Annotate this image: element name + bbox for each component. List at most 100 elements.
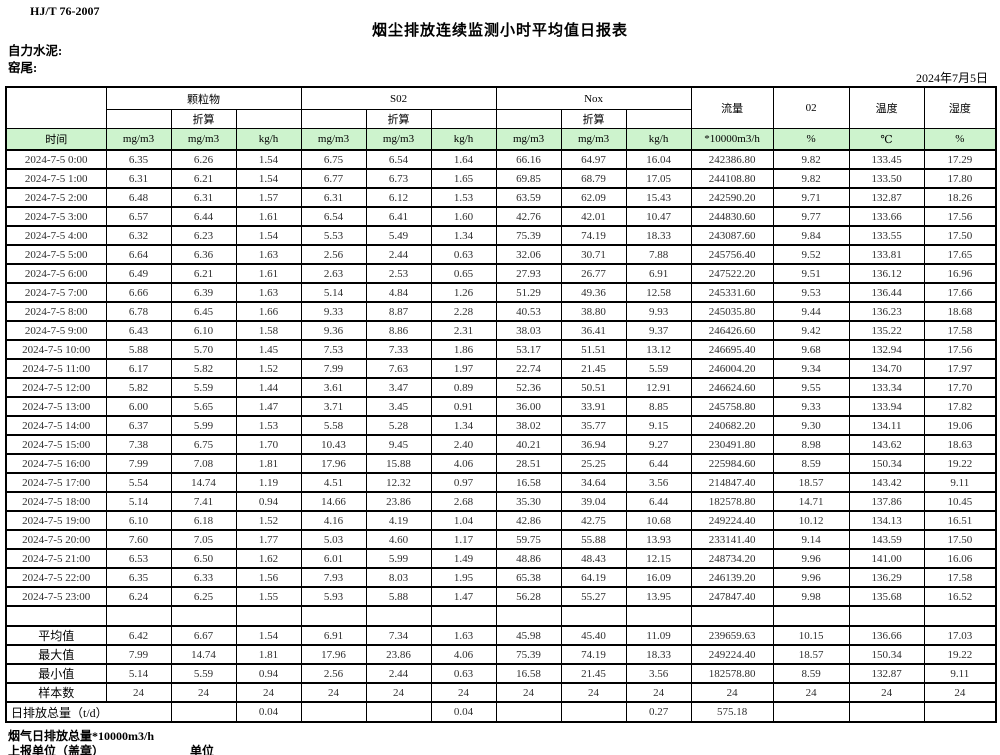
value-cell: 39.04	[560, 491, 627, 512]
empty-cell	[560, 605, 627, 627]
value-cell: 4.06	[430, 453, 497, 474]
value-cell: 32.06	[495, 244, 562, 265]
value-cell: 6.75	[170, 434, 237, 455]
col-group-particulate: 颗粒物	[105, 86, 302, 110]
value-cell: 133.50	[848, 168, 925, 189]
summary-value-cell: 24	[235, 682, 302, 703]
value-cell: 7.60	[105, 529, 172, 550]
value-cell: 7.41	[170, 491, 237, 512]
summary-value-cell: 7.34	[365, 625, 432, 646]
value-cell: 17.82	[923, 396, 997, 417]
value-cell: 249224.40	[690, 510, 774, 531]
summary-value-cell: 3.56	[625, 663, 692, 684]
value-cell: 9.84	[772, 225, 850, 246]
value-cell: 26.77	[560, 263, 627, 284]
value-cell: 7.05	[170, 529, 237, 550]
col-temperature: 温度	[848, 86, 925, 129]
value-cell: 5.82	[105, 377, 172, 398]
value-cell: 6.73	[365, 168, 432, 189]
summary-value-cell: 24	[560, 682, 627, 703]
value-cell: 6.35	[105, 149, 172, 170]
value-cell: 51.51	[560, 339, 627, 360]
value-cell: 35.77	[560, 415, 627, 436]
footer-reporting-unit: 上报单位（盖章）	[8, 744, 105, 755]
summary-value-cell: 24	[495, 682, 562, 703]
value-cell: 52.36	[495, 377, 562, 398]
value-cell: 150.34	[848, 453, 925, 474]
value-cell: 55.27	[560, 586, 627, 607]
daily-total-value-cell	[560, 701, 627, 723]
value-cell: 134.13	[848, 510, 925, 531]
value-cell: 5.28	[365, 415, 432, 436]
spacer-cell	[105, 109, 172, 129]
value-cell: 133.94	[848, 396, 925, 417]
value-cell: 6.32	[105, 225, 172, 246]
value-cell: 48.86	[495, 548, 562, 569]
summary-label: 最小值	[5, 663, 107, 684]
value-cell: 247522.20	[690, 263, 774, 284]
value-cell: 2.63	[300, 263, 367, 284]
value-cell: 135.22	[848, 320, 925, 341]
summary-value-cell: 45.98	[495, 625, 562, 646]
value-cell: 133.66	[848, 206, 925, 227]
unit-header: %	[772, 128, 850, 151]
daily-total-value-cell	[365, 701, 432, 723]
value-cell: 6.75	[300, 149, 367, 170]
value-cell: 2.44	[365, 244, 432, 265]
summary-value-cell: 150.34	[848, 644, 925, 665]
value-cell: 133.81	[848, 244, 925, 265]
value-cell: 1.49	[430, 548, 497, 569]
value-cell: 10.45	[923, 491, 997, 512]
summary-value-cell: 1.63	[430, 625, 497, 646]
value-cell: 9.11	[923, 472, 997, 493]
daily-total-value-cell	[848, 701, 925, 723]
value-cell: 1.65	[430, 168, 497, 189]
value-cell: 5.54	[105, 472, 172, 493]
value-cell: 64.19	[560, 567, 627, 588]
value-cell: 6.12	[365, 187, 432, 208]
value-cell: 136.23	[848, 301, 925, 322]
summary-value-cell: 16.58	[495, 663, 562, 684]
time-cell: 2024-7-5 4:00	[5, 225, 107, 246]
value-cell: 64.97	[560, 149, 627, 170]
summary-label: 样本数	[5, 682, 107, 703]
empty-cell	[300, 605, 367, 627]
time-cell: 2024-7-5 14:00	[5, 415, 107, 436]
value-cell: 245758.80	[690, 396, 774, 417]
summary-row: 最小值 5.14 5.59 0.94 2.56 2.44 0.63 16.58 21.45 3.5…	[5, 663, 997, 684]
time-cell: 2024-7-5 3:00	[5, 206, 107, 227]
hour-row: 2024-7-5 23:00 6.24 6.25 1.55 5.93 5.88 1.47 56…	[5, 586, 997, 607]
value-cell: 68.79	[560, 168, 627, 189]
value-cell: 10.68	[625, 510, 692, 531]
spacer-cell	[625, 109, 692, 129]
unit-header: kg/h	[625, 128, 692, 151]
time-cell: 2024-7-5 12:00	[5, 377, 107, 398]
value-cell: 75.39	[495, 225, 562, 246]
hour-row: 2024-7-5 13:00 6.00 5.65 1.47 3.71 3.45 0.91 36…	[5, 396, 997, 417]
hour-row: 2024-7-5 2:00 6.48 6.31 1.57 6.31 6.12 1.53 63.…	[5, 187, 997, 208]
value-cell: 18.68	[923, 301, 997, 322]
value-cell: 9.71	[772, 187, 850, 208]
value-cell: 246139.20	[690, 567, 774, 588]
value-cell: 5.93	[300, 586, 367, 607]
value-cell: 59.75	[495, 529, 562, 550]
value-cell: 143.59	[848, 529, 925, 550]
value-cell: 17.58	[923, 567, 997, 588]
value-cell: 8.87	[365, 301, 432, 322]
hour-row: 2024-7-5 5:00 6.64 6.36 1.63 2.56 2.44 0.63 32.…	[5, 244, 997, 265]
value-cell: 17.96	[300, 453, 367, 474]
summary-value-cell: 1.54	[235, 625, 302, 646]
value-cell: 28.51	[495, 453, 562, 474]
summary-value-cell: 6.67	[170, 625, 237, 646]
value-cell: 12.58	[625, 282, 692, 303]
value-cell: 5.49	[365, 225, 432, 246]
value-cell: 243087.60	[690, 225, 774, 246]
value-cell: 53.17	[495, 339, 562, 360]
summary-row: 平均值 6.42 6.67 1.54 6.91 7.34 1.63 45.98 45.40 11.…	[5, 625, 997, 646]
value-cell: 16.58	[495, 472, 562, 493]
summary-value-cell: 6.91	[300, 625, 367, 646]
value-cell: 63.59	[495, 187, 562, 208]
value-cell: 246426.60	[690, 320, 774, 341]
daily-total-value-cell	[495, 701, 562, 723]
value-cell: 9.96	[772, 567, 850, 588]
